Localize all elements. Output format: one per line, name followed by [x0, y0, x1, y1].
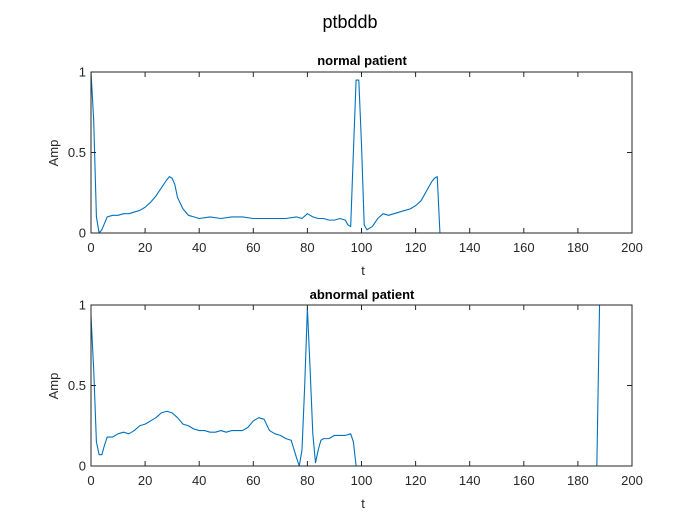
x-tick-label: 60 — [246, 473, 260, 488]
x-tick-label: 100 — [351, 240, 373, 255]
normal-patient-plot: normal patient t Amp 0 20 40 60 80 100 120 140 1… — [46, 53, 643, 278]
figure-title: ptbddb — [322, 12, 377, 32]
x-tick-label: 140 — [459, 240, 481, 255]
y-tick-label: 1 — [79, 65, 86, 80]
x-tick-label: 100 — [351, 473, 373, 488]
x-tick-label: 80 — [300, 240, 314, 255]
y-tick-label: 1 — [79, 298, 86, 313]
abnormal-patient-plot: abnormal patient t Amp 0 20 40 60 80 100 120 14… — [46, 287, 643, 511]
x-tick-label: 40 — [192, 473, 206, 488]
x-tick-label: 60 — [246, 240, 260, 255]
x-tick-label: 20 — [138, 473, 152, 488]
x-axis-label: t — [361, 263, 365, 278]
y-tick-label: 0 — [79, 459, 86, 474]
x-tick-label: 140 — [459, 473, 481, 488]
x-tick-label: 200 — [621, 473, 643, 488]
x-tick-label: 180 — [567, 473, 589, 488]
x-tick-label: 180 — [567, 240, 589, 255]
y-tick-label: 0.5 — [68, 378, 86, 393]
y-axis-label: Amp — [46, 373, 61, 400]
x-tick-label: 160 — [513, 240, 535, 255]
plot-title: normal patient — [317, 53, 407, 68]
y-axis-label: Amp — [46, 140, 61, 167]
y-tick-label: 0.5 — [68, 145, 86, 160]
series-line — [90, 71, 600, 234]
x-tick-label: 200 — [621, 240, 643, 255]
x-tick-label: 20 — [138, 240, 152, 255]
x-tick-label: 120 — [405, 240, 427, 255]
x-axis-label: t — [361, 496, 365, 511]
x-tick-label: 80 — [300, 473, 314, 488]
x-tick-label: 0 — [87, 473, 94, 488]
series-line — [90, 304, 601, 467]
x-tick-label: 0 — [87, 240, 94, 255]
x-tick-label: 160 — [513, 473, 535, 488]
x-tick-label: 120 — [405, 473, 427, 488]
y-tick-label: 0 — [79, 226, 86, 241]
plot-title: abnormal patient — [310, 287, 415, 302]
x-tick-label: 40 — [192, 240, 206, 255]
